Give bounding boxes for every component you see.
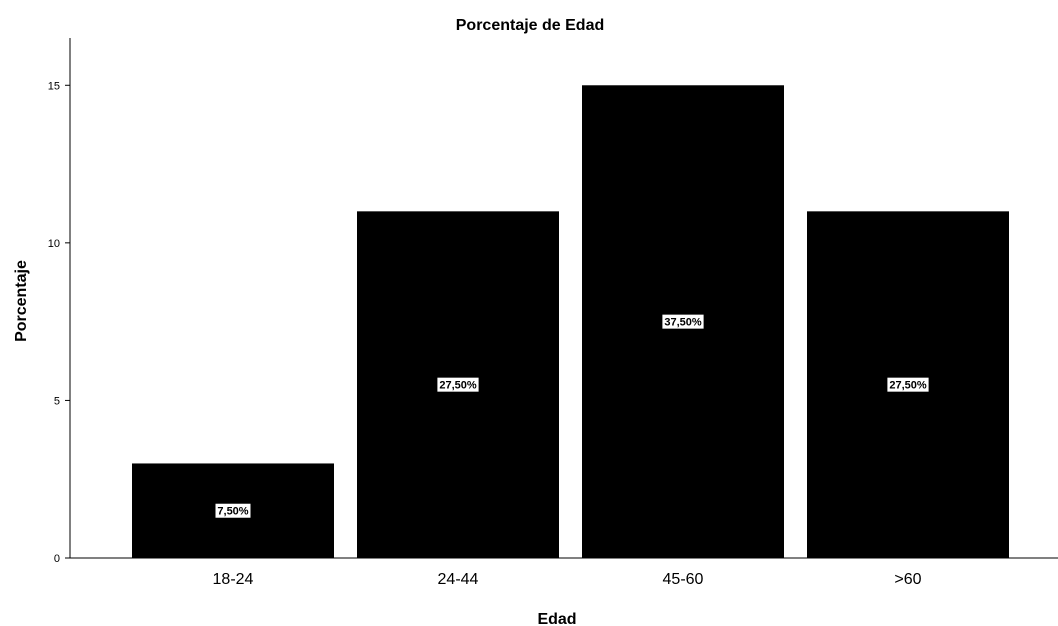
x-ticks-group: 18-24 24-44 45-60 >60 — [213, 571, 922, 588]
data-label-1: 7,50% — [217, 506, 248, 518]
chart-title: Porcentaje de Edad — [456, 17, 605, 34]
y-tick-label-3: 10 — [48, 238, 60, 250]
data-label-box-2 — [437, 377, 479, 392]
data-label-box-1 — [215, 503, 251, 518]
y-ticks-group: 0 5 10 15 — [48, 80, 70, 565]
y-tick-label-1: 0 — [54, 553, 60, 565]
y-tick-label-4: 15 — [48, 80, 60, 92]
x-tick-label-4: >60 — [894, 571, 921, 588]
data-label-2: 27,50% — [439, 380, 477, 392]
data-label-box-3 — [662, 314, 704, 329]
y-axis-label: Porcentaje — [13, 260, 30, 342]
x-axis-label: Edad — [537, 611, 576, 626]
x-tick-label-2: 24-44 — [438, 571, 479, 588]
x-tick-label-1: 18-24 — [213, 571, 254, 588]
data-label-3: 37,50% — [664, 317, 702, 329]
bars-group: 7,50% 27,50% 37,50% 27,50% — [132, 85, 1009, 559]
y-tick-label-2: 5 — [54, 395, 60, 407]
x-tick-label-3: 45-60 — [663, 571, 704, 588]
data-label-4: 27,50% — [889, 380, 927, 392]
data-label-box-4 — [887, 377, 929, 392]
